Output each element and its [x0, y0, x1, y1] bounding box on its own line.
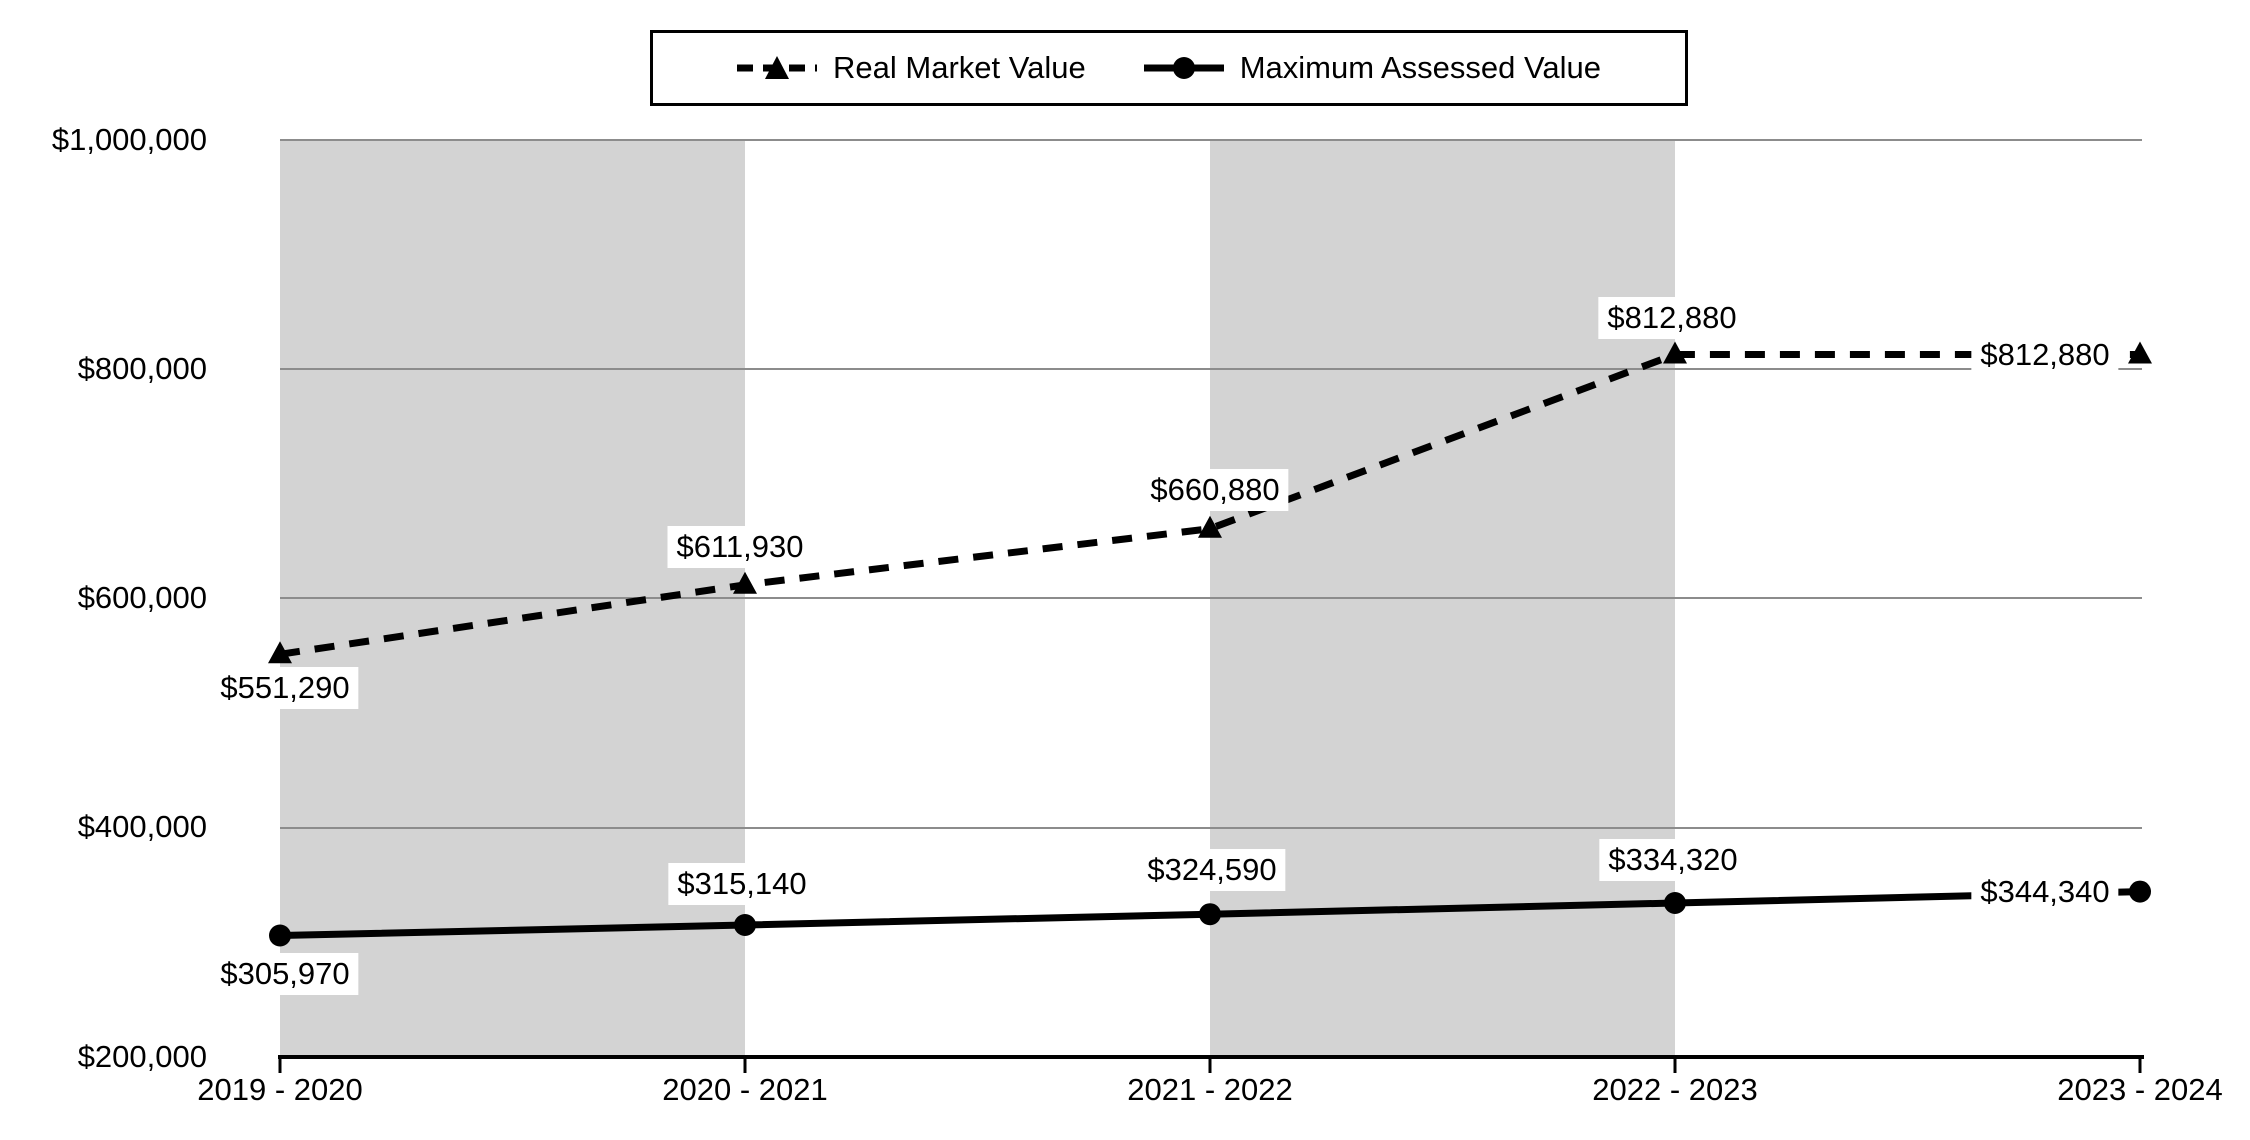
data-label-mav-2021: $324,590 [1138, 849, 1286, 892]
data-label-mav-2023: $344,340 [1971, 870, 2119, 913]
data-point-marker [268, 641, 292, 664]
data-point-marker [2129, 880, 2151, 903]
y-tick-label: $800,000 [77, 351, 207, 386]
data-label-rmv-2022: $812,880 [1598, 296, 1746, 339]
series-markers-0 [268, 341, 2152, 664]
solid-line-circle-marker-icon [1143, 57, 1224, 79]
x-tick [743, 1059, 747, 1073]
dashed-line-triangle-marker-icon [737, 56, 818, 79]
legend-item-real-market-value: Real Market Value [737, 50, 1086, 86]
data-label-rmv-2019: $551,290 [211, 667, 359, 710]
data-label-rmv-2021: $660,880 [1141, 468, 1289, 511]
data-label-mav-2022: $334,320 [1599, 839, 1747, 881]
legend-item-maximum-assessed-value: Maximum Assessed Value [1143, 50, 1601, 86]
gridline-400000 [280, 827, 2142, 829]
series-line-0 [279, 351, 2140, 658]
y-tick-label: $200,000 [77, 1039, 207, 1074]
x-tick-label: 2022 - 2023 [1592, 1072, 1758, 1107]
x-tick-label: 2019 - 2020 [197, 1072, 363, 1107]
data-label-mav-2019: $305,970 [211, 952, 359, 995]
data-point-marker [269, 924, 291, 947]
legend-label: Real Market Value [833, 50, 1086, 85]
y-tick-label: $600,000 [77, 580, 207, 615]
gridline-600000 [280, 597, 2142, 599]
y-tick-label: $1,000,000 [51, 122, 207, 157]
gridline-800000 [280, 368, 2142, 370]
data-point-marker [1198, 515, 1222, 538]
data-point-marker [1663, 341, 1687, 364]
data-label-rmv-2020: $611,930 [667, 525, 813, 568]
data-point-marker [1664, 892, 1686, 914]
data-label-rmv-2023: $812,880 [1971, 333, 2119, 376]
x-tick-label: 2020 - 2021 [662, 1072, 828, 1107]
x-tick-label: 2021 - 2022 [1127, 1072, 1293, 1107]
x-tick [2138, 1059, 2142, 1073]
data-point-marker [2128, 341, 2152, 364]
data-point-marker [733, 571, 757, 594]
gridline-1000000 [280, 139, 2142, 141]
data-point-marker [1199, 903, 1221, 926]
legend-label: Maximum Assessed Value [1239, 50, 1601, 85]
x-tick-label: 2023 - 2024 [2057, 1072, 2223, 1107]
x-tick [1673, 1059, 1677, 1073]
y-tick-label: $400,000 [77, 809, 207, 844]
x-tick [1208, 1059, 1212, 1073]
x-tick [278, 1059, 282, 1073]
series-markers-1 [269, 880, 2151, 947]
legend: Real Market Value Maximum Assessed Value [650, 30, 1688, 106]
data-label-mav-2020: $315,140 [668, 863, 816, 905]
data-point-marker [734, 914, 756, 936]
x-axis-line [278, 1055, 2144, 1059]
